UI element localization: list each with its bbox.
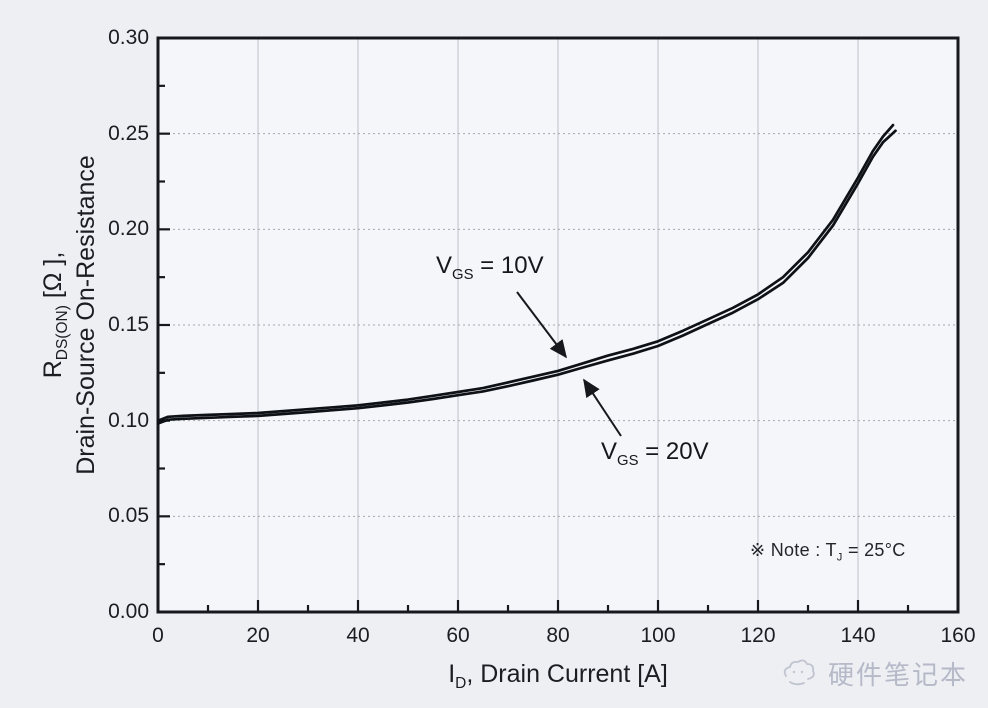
y-tick-label: 0.00 <box>108 600 149 623</box>
annotation-arrows <box>516 291 622 437</box>
y-tick-label: 0.15 <box>108 313 149 336</box>
annotation-vgs-20v-label: VGS = 20V <box>601 438 709 469</box>
plot-border <box>156 36 960 614</box>
x-tick-label: 120 <box>740 624 776 647</box>
note-text: ※ Note : TJ = 25°C <box>750 540 906 564</box>
x-tick-label: 20 <box>246 624 270 647</box>
y-axis-title-line2: Drain-Source On-Resistance <box>72 155 100 475</box>
x-tick-label: 80 <box>546 624 570 647</box>
watermark: 硬件笔记本 <box>780 655 968 692</box>
x-tick-label: 0 <box>152 624 164 647</box>
y-tick-label: 0.25 <box>108 121 149 145</box>
curve-vgs-10v <box>156 123 895 423</box>
watermark-text: 硬件笔记本 <box>827 660 968 690</box>
x-tick-label: 100 <box>640 624 676 647</box>
y-tick-label: 0.20 <box>108 217 149 241</box>
x-tick-label: 140 <box>840 624 876 647</box>
x-tick-label: 160 <box>940 624 976 647</box>
x-tick-label: 40 <box>346 624 370 647</box>
x-axis-title: ID, Drain Current [A] <box>448 660 668 692</box>
y-tick-label: 0.30 <box>108 26 149 49</box>
y-tick-label: 0.10 <box>108 408 149 432</box>
y-axis-title: RDS(ON) [Ω ], Drain-Source On-Resistance <box>37 155 103 475</box>
watermark-logo-icon <box>783 659 815 685</box>
y-tick-label: 0.05 <box>108 504 149 528</box>
curve-vgs-20v <box>156 129 897 425</box>
annotation-vgs-10v-label: VGS = 10V <box>436 252 544 283</box>
y-axis-title-line1: RDS(ON) [Ω ], <box>39 251 71 379</box>
x-tick-label: 60 <box>446 624 470 647</box>
